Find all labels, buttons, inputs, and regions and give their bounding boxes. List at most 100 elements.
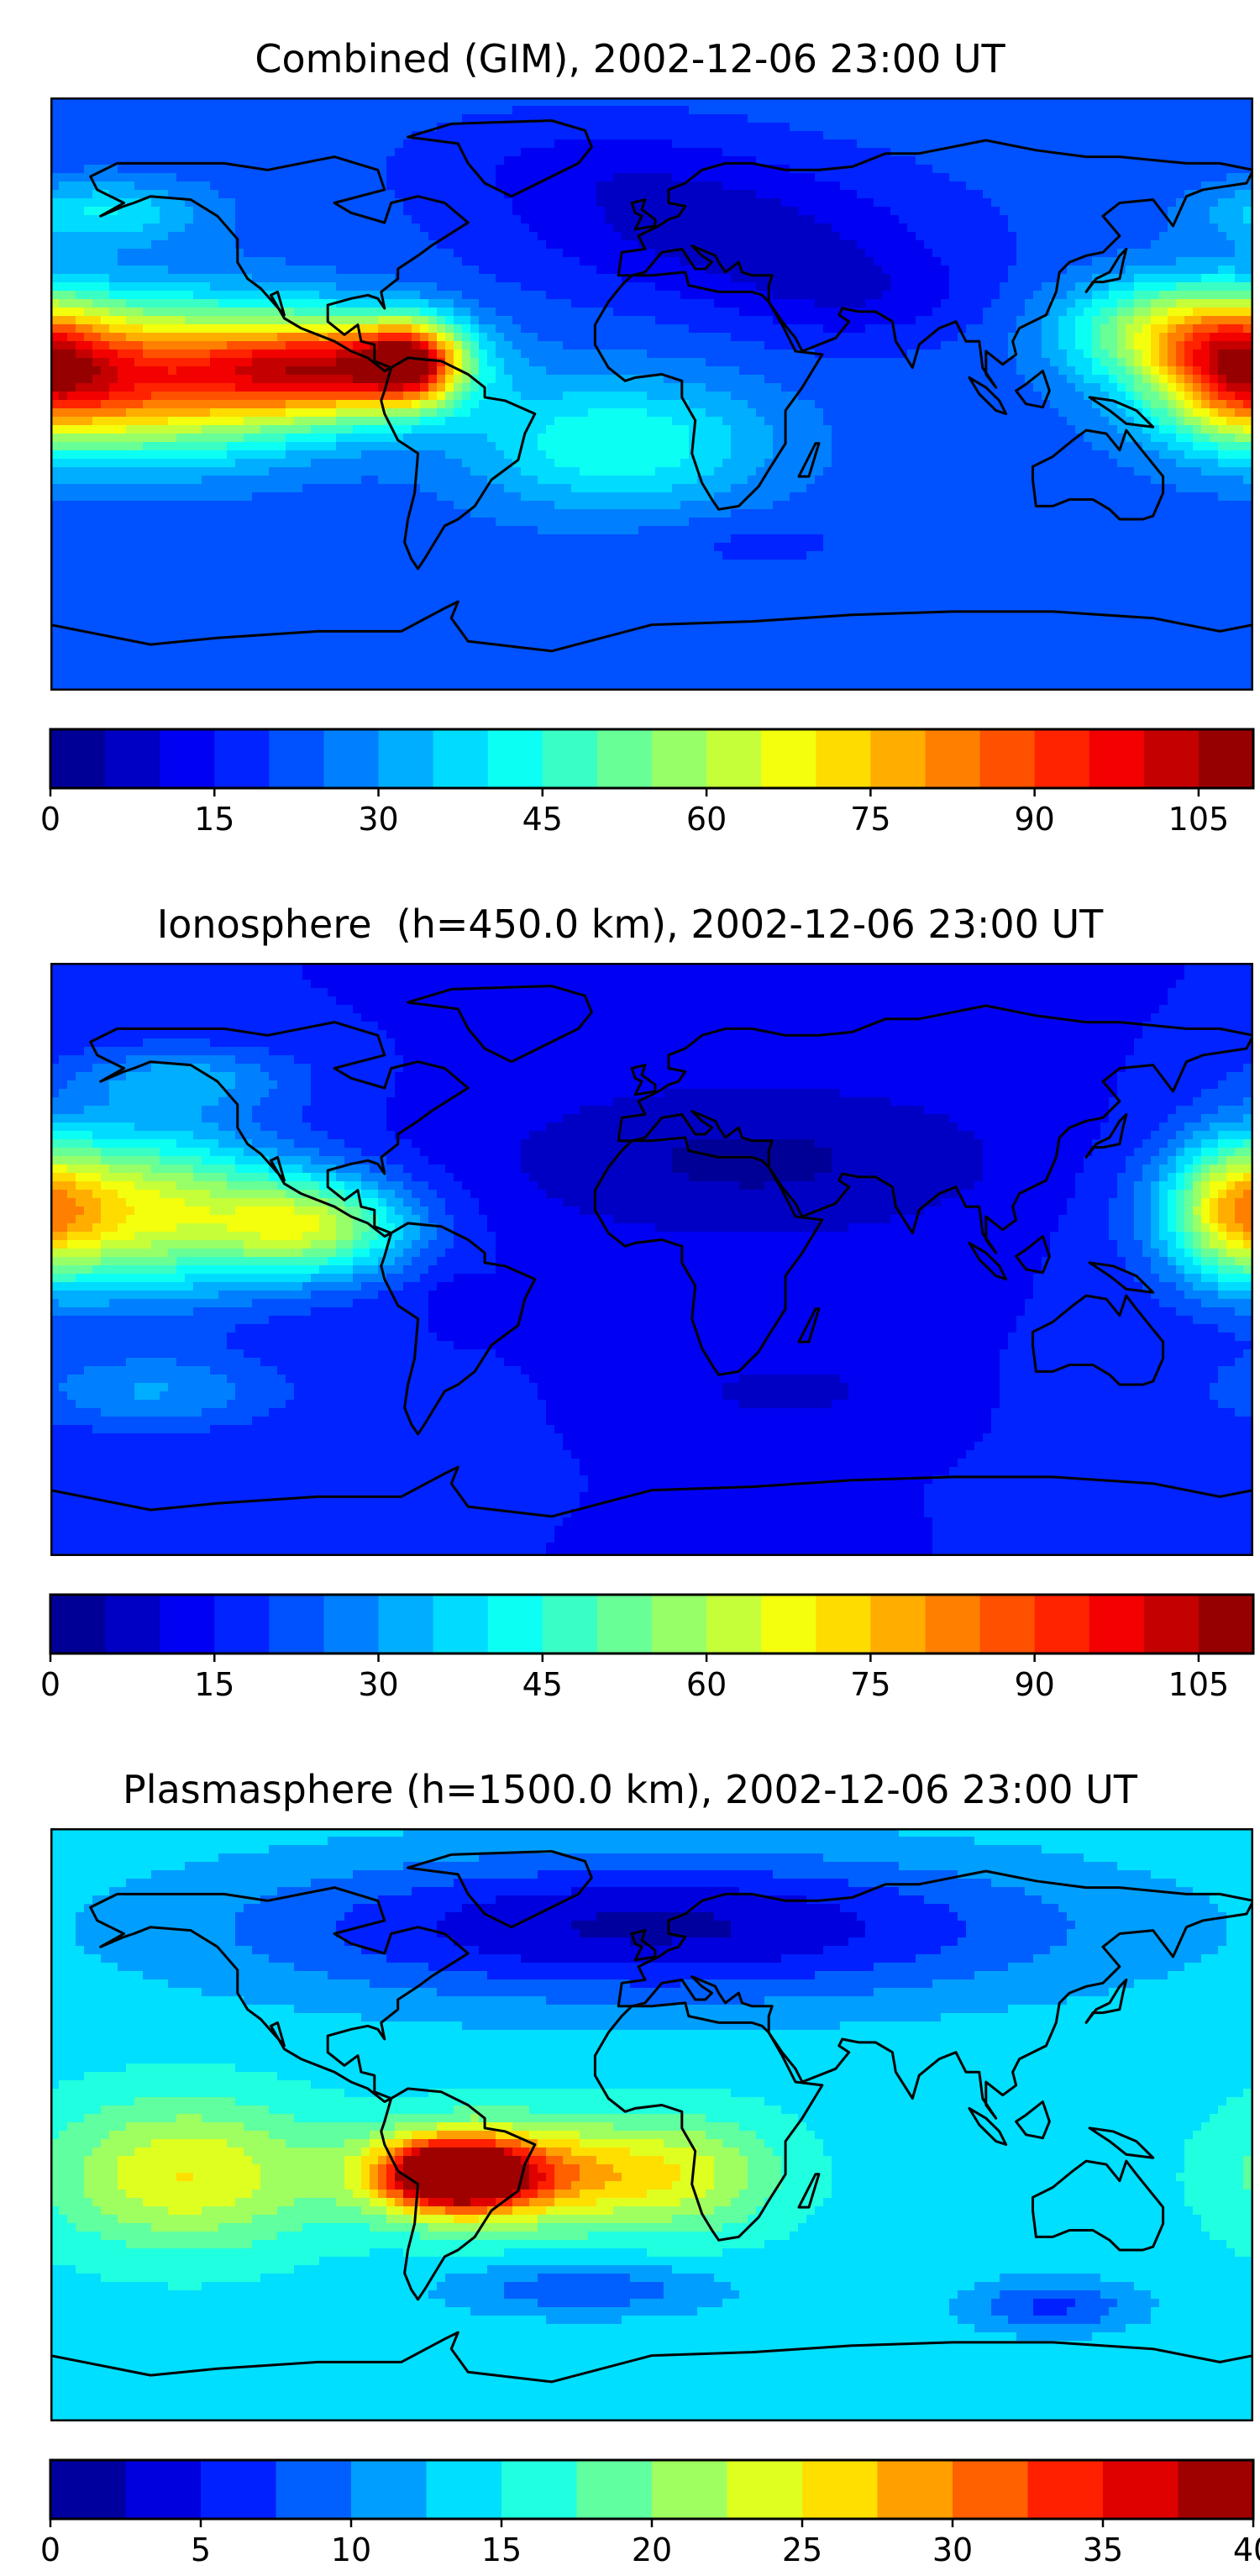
- heatmap-cell: [890, 156, 900, 166]
- heatmap-cell: [336, 131, 345, 140]
- heatmap-cell: [588, 156, 597, 166]
- heatmap-cell: [773, 333, 782, 342]
- heatmap-cell: [739, 148, 748, 157]
- heatmap-cell: [286, 383, 295, 392]
- heatmap-cell: [252, 106, 261, 115]
- heatmap-cell: [76, 350, 85, 359]
- heatmap-cell: [67, 198, 76, 208]
- heatmap-cell: [302, 366, 312, 376]
- heatmap-cell: [983, 190, 992, 199]
- heatmap-cell: [882, 173, 891, 182]
- heatmap-cell: [1243, 358, 1252, 367]
- heatmap-cell: [529, 299, 538, 308]
- heatmap-cell: [151, 316, 160, 325]
- heatmap-cell: [504, 265, 513, 275]
- heatmap-cell: [470, 350, 480, 359]
- heatmap-cell: [622, 223, 631, 233]
- heatmap-cell: [76, 173, 85, 182]
- heatmap-cell: [966, 207, 975, 216]
- heatmap-cell: [361, 383, 370, 392]
- heatmap-cell: [655, 240, 664, 250]
- heatmap-cell: [588, 240, 597, 250]
- heatmap-cell: [899, 257, 908, 266]
- heatmap-cell: [596, 173, 606, 182]
- heatmap-cell: [109, 375, 118, 384]
- heatmap-cell: [941, 223, 950, 233]
- heatmap-cell: [185, 240, 194, 250]
- heatmap-cell: [311, 106, 320, 115]
- heatmap-cell: [1193, 274, 1202, 283]
- heatmap-cell: [983, 316, 992, 325]
- heatmap-cell: [235, 215, 244, 224]
- heatmap-cell: [260, 333, 270, 342]
- heatmap-cell: [1126, 181, 1135, 191]
- heatmap-cell: [386, 249, 396, 258]
- heatmap-cell: [185, 131, 194, 140]
- heatmap-cell: [638, 148, 648, 157]
- heatmap-cell: [571, 223, 580, 233]
- heatmap-cell: [605, 249, 614, 258]
- heatmap-cell: [118, 308, 127, 317]
- heatmap-cell: [412, 173, 421, 182]
- heatmap-cell: [706, 223, 715, 233]
- heatmap-cell: [655, 316, 664, 325]
- heatmap-cell: [605, 333, 614, 342]
- heatmap-cell: [134, 299, 144, 308]
- heatmap-cell: [143, 114, 152, 124]
- heatmap-cell: [1084, 274, 1093, 283]
- heatmap-cell: [890, 308, 900, 317]
- heatmap-cell: [302, 223, 312, 233]
- heatmap-cell: [286, 198, 295, 208]
- heatmap-cell: [916, 106, 925, 115]
- heatmap-cell: [756, 249, 765, 258]
- heatmap-cell: [311, 232, 320, 241]
- heatmap-cell: [1218, 190, 1227, 199]
- heatmap-cell: [487, 198, 496, 208]
- heatmap-cell: [1142, 282, 1152, 292]
- heatmap-cell: [336, 316, 345, 325]
- heatmap-cell: [664, 383, 673, 392]
- heatmap-cell: [109, 139, 118, 149]
- heatmap-cell: [1050, 324, 1059, 334]
- heatmap-cell: [916, 139, 925, 149]
- heatmap-cell: [554, 215, 564, 224]
- heatmap-cell: [1067, 308, 1076, 317]
- heatmap-cell: [143, 316, 152, 325]
- heatmap-cell: [1016, 299, 1026, 308]
- heatmap-cell: [1109, 358, 1118, 367]
- heatmap-cell: [92, 383, 102, 392]
- heatmap-cell: [991, 181, 1000, 191]
- heatmap-cell: [538, 274, 547, 283]
- heatmap-cell: [664, 257, 673, 266]
- heatmap-cell: [193, 190, 202, 199]
- heatmap-cell: [319, 249, 328, 258]
- heatmap-cell: [756, 232, 765, 241]
- heatmap-cell: [109, 282, 118, 292]
- heatmap-cell: [445, 181, 454, 191]
- heatmap-cell: [546, 265, 555, 275]
- heatmap-cell: [160, 207, 169, 216]
- heatmap-cell: [1092, 257, 1101, 266]
- heatmap-cell: [840, 249, 849, 258]
- heatmap-cell: [907, 131, 916, 140]
- heatmap-cell: [361, 148, 370, 157]
- heatmap-cell: [76, 375, 85, 384]
- heatmap-cell: [260, 198, 270, 208]
- heatmap-cell: [1151, 181, 1160, 191]
- heatmap-cell: [470, 291, 480, 300]
- heatmap-cell: [1151, 190, 1160, 199]
- heatmap-cell: [244, 341, 253, 350]
- heatmap-cell: [848, 139, 858, 149]
- heatmap-cell: [92, 249, 102, 258]
- heatmap-cell: [1159, 265, 1168, 275]
- heatmap-cell: [1193, 165, 1202, 174]
- heatmap-cell: [353, 316, 362, 325]
- heatmap-cell: [638, 308, 648, 317]
- heatmap-cell: [1016, 265, 1026, 275]
- heatmap-cell: [941, 291, 950, 300]
- heatmap-cell: [1117, 173, 1126, 182]
- heatmap-cell: [101, 257, 110, 266]
- heatmap-cell: [966, 291, 975, 300]
- heatmap-cell: [974, 223, 984, 233]
- heatmap-cell: [244, 240, 253, 250]
